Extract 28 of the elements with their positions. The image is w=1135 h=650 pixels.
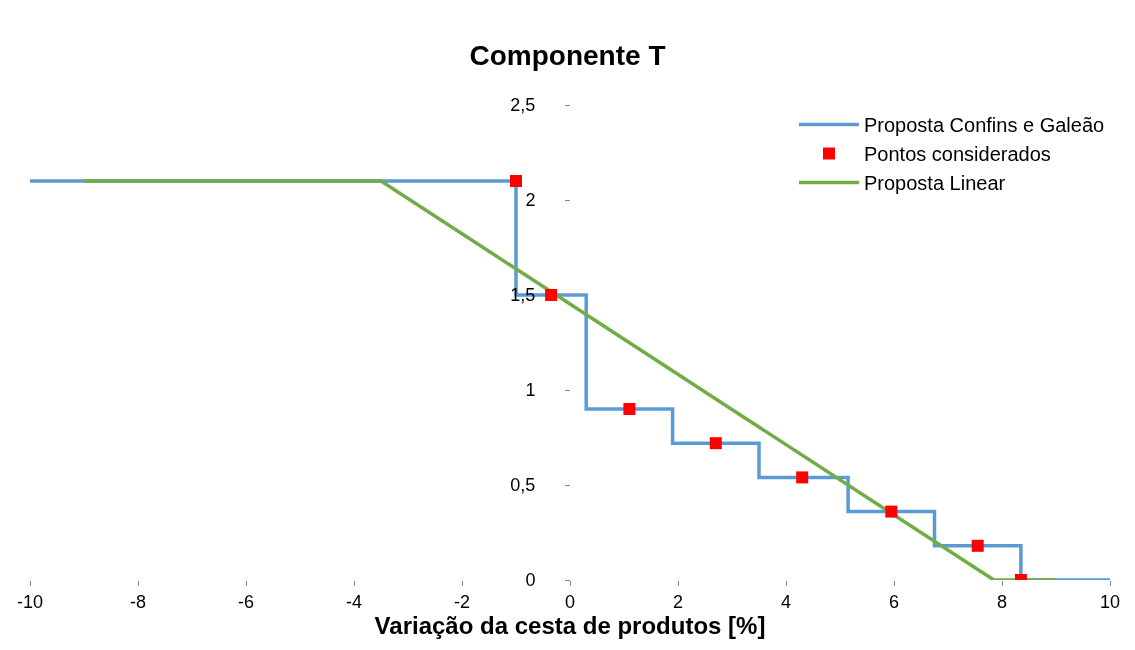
x-tick-label: -6 — [237, 591, 255, 612]
x-tick-label: -10 — [16, 591, 44, 612]
point — [709, 437, 722, 450]
point — [623, 403, 636, 415]
chart-title: Componente T — [469, 40, 666, 72]
x-tick-label: 4 — [780, 591, 792, 612]
point — [971, 539, 984, 552]
x-axis-title: Variação da cesta de produtos [%] — [374, 611, 766, 639]
x-tick-label: -4 — [345, 591, 363, 612]
legend-label: Proposta Confins e Galeão — [864, 114, 1105, 137]
x-tick-label: 10 — [1099, 591, 1121, 612]
y-tick-label: 0 — [525, 570, 536, 591]
legend-label: Pontos considerados — [864, 143, 1051, 166]
legend-label: Proposta Linear — [864, 172, 1006, 195]
y-tick-label: 1 — [525, 380, 536, 401]
point — [885, 505, 898, 518]
x-tick-label: 2 — [672, 591, 684, 612]
point — [510, 175, 522, 187]
x-tick-label: 8 — [996, 591, 1008, 612]
x-tick-label: -2 — [453, 591, 471, 612]
y-tick-label: 0,5 — [510, 475, 536, 496]
point — [545, 289, 558, 301]
point — [796, 471, 809, 484]
y-tick-label: 2,5 — [510, 95, 536, 116]
x-tick-label: 0 — [564, 591, 576, 612]
x-tick-label: 6 — [888, 591, 900, 612]
y-tick-label: 2 — [525, 190, 536, 211]
x-tick-label: -8 — [129, 591, 147, 612]
